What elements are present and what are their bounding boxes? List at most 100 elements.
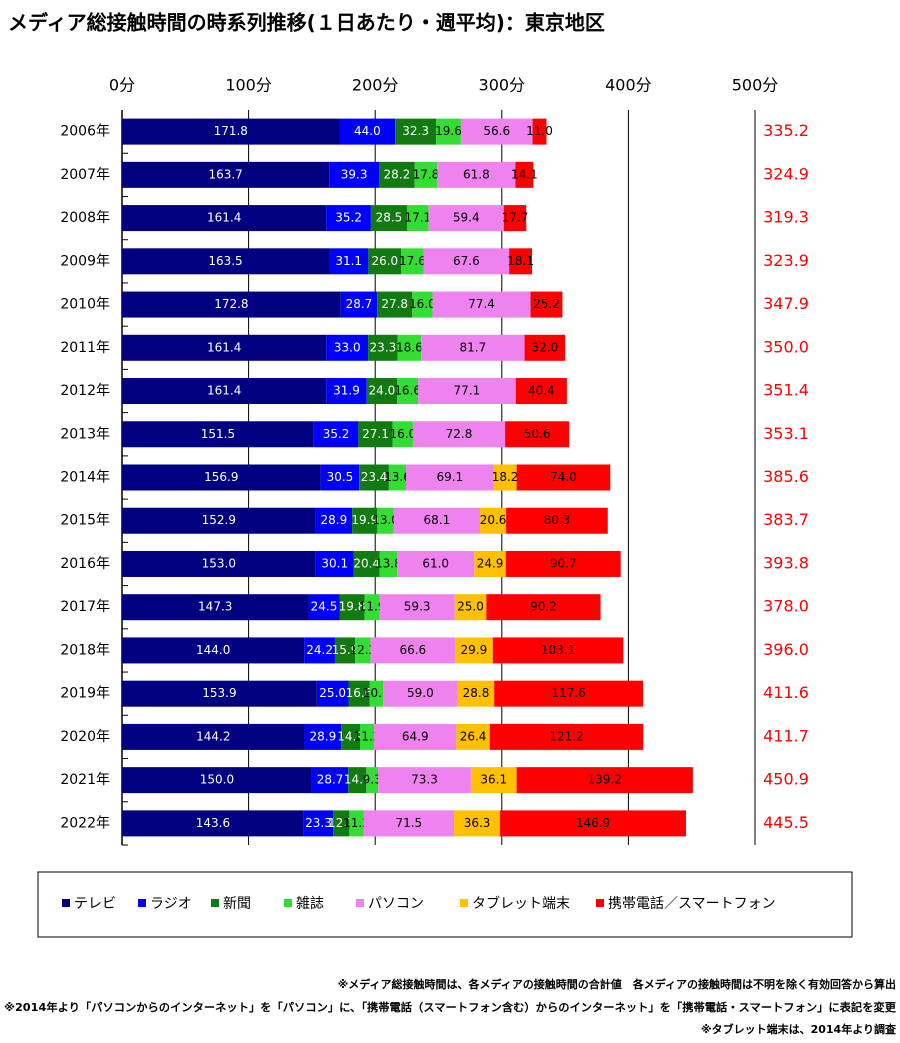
bar-segment (328, 248, 369, 275)
data-label: 17.6 (399, 254, 426, 268)
data-label: 152.9 (202, 513, 236, 527)
x-tick-label: 0分 (109, 76, 135, 95)
bar-segment (406, 205, 429, 232)
bar-segment (401, 248, 424, 275)
bar-segment (122, 378, 327, 405)
data-label: 10.7 (363, 686, 390, 700)
total-label: 350.0 (763, 337, 809, 356)
data-label: 163.5 (208, 254, 242, 268)
bar-segment (308, 594, 340, 621)
data-label: 23.3 (305, 816, 332, 830)
data-label: 28.7 (317, 773, 344, 787)
data-label: 29.9 (461, 643, 488, 657)
total-label: 411.6 (763, 683, 809, 702)
bar-segment (339, 118, 396, 145)
data-label: 77.4 (468, 297, 495, 311)
data-label: 26.0 (371, 254, 398, 268)
bar-segment (303, 810, 334, 837)
bar-segment (122, 161, 330, 188)
bar-segment (326, 378, 367, 405)
data-label: 23.3 (369, 340, 396, 354)
data-label: 72.8 (446, 427, 473, 441)
bar-segment (457, 680, 495, 707)
data-label: 16.0 (389, 427, 416, 441)
bar-segment (489, 723, 644, 750)
data-label: 28.2 (383, 167, 410, 181)
bar-segment (505, 421, 570, 448)
bar-segment (304, 723, 342, 750)
bar-segment (505, 550, 621, 577)
data-label: 17.1 (404, 211, 431, 225)
data-label: 144.0 (196, 643, 230, 657)
data-label: 44.0 (354, 124, 381, 138)
bar-segment (304, 637, 335, 664)
data-label: 25.0 (457, 600, 484, 614)
y-tick-label: 2018年 (60, 642, 110, 658)
data-label: 33.0 (334, 340, 361, 354)
data-label: 24.0 (369, 384, 396, 398)
bar-segment (500, 810, 687, 837)
legend-swatch (62, 899, 70, 907)
bar-segment (377, 291, 413, 318)
legend-swatch (596, 899, 604, 907)
data-label: 150.0 (200, 773, 234, 787)
total-label: 396.0 (763, 640, 809, 659)
total-label: 324.9 (763, 164, 809, 183)
total-label: 411.7 (763, 726, 809, 745)
bar-segment (122, 291, 341, 318)
data-label: 56.6 (483, 124, 510, 138)
data-label: 172.8 (214, 297, 248, 311)
data-label: 32.3 (402, 124, 429, 138)
x-tick-label: 100分 (225, 76, 272, 95)
data-label: 11.9 (359, 600, 386, 614)
data-label: 19.6 (435, 124, 462, 138)
data-label: 28.9 (309, 729, 336, 743)
data-label: 14.1 (511, 167, 538, 181)
data-label: 61.8 (463, 167, 490, 181)
bar-segment (492, 637, 624, 664)
bar-segment (334, 637, 356, 664)
bar-segment (454, 594, 487, 621)
bar-segment (412, 291, 433, 318)
bar-segment (122, 637, 305, 664)
data-label: 9.3 (363, 773, 382, 787)
bar-segment (348, 767, 367, 794)
bar-segment (474, 550, 506, 577)
legend-swatch (284, 899, 292, 907)
bar-segment (379, 550, 398, 577)
data-label: 121.2 (549, 729, 583, 743)
data-label: 80.3 (544, 513, 571, 527)
data-label: 61.0 (422, 556, 449, 570)
bar-segment (436, 118, 461, 145)
bar-segment (122, 550, 316, 577)
bar-segment (326, 334, 369, 361)
bar-segment (423, 248, 510, 275)
bar-segment (378, 161, 415, 188)
chart-title: メディア総接触時間の時系列推移(１日あたり・週平均)：東京地区 (8, 11, 605, 35)
data-label: 18.6 (396, 340, 423, 354)
bar-segment (377, 507, 394, 534)
data-label: 90.2 (530, 600, 557, 614)
bar-segment (333, 810, 350, 837)
legend-label: 雑誌 (296, 896, 324, 912)
bar-segment (122, 118, 340, 145)
data-label: 36.1 (480, 773, 507, 787)
bar-segment (486, 594, 601, 621)
data-label: 24.2 (306, 643, 333, 657)
bar-segment (320, 464, 360, 491)
total-label: 319.3 (763, 208, 809, 227)
data-label: 67.6 (453, 254, 480, 268)
y-tick-label: 2020年 (60, 729, 110, 745)
bar-segment (428, 205, 504, 232)
y-tick-label: 2007年 (60, 167, 110, 183)
y-tick-label: 2016年 (60, 556, 110, 572)
data-label: 28.7 (346, 297, 373, 311)
y-tick-label: 2014年 (60, 470, 110, 486)
bar-segment (432, 291, 531, 318)
data-label: 161.4 (207, 384, 241, 398)
data-label: 18.1 (507, 254, 534, 268)
bar-segment (339, 594, 365, 621)
bar-segment (456, 723, 490, 750)
bar-segment (493, 464, 517, 491)
